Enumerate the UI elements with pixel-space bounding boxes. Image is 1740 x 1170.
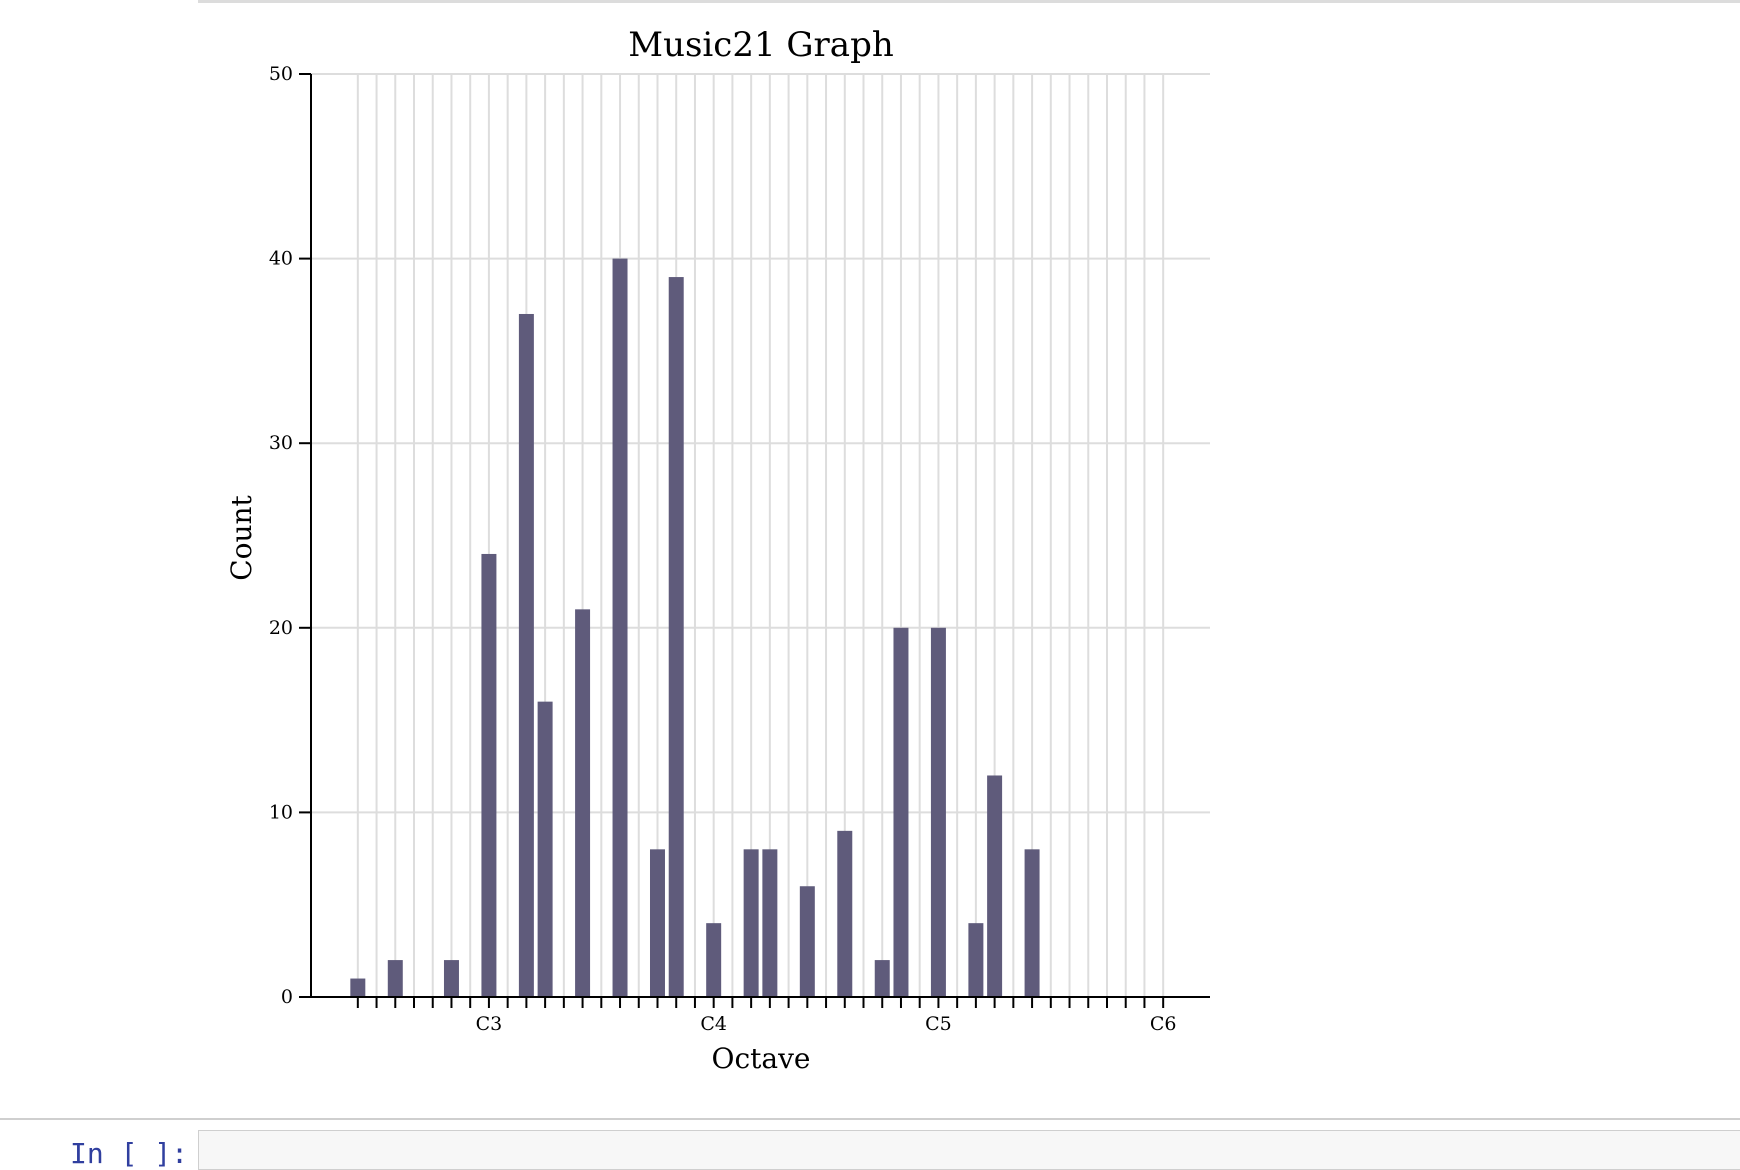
y-axis-label: Count xyxy=(225,494,258,580)
bar xyxy=(387,960,403,997)
music21-bar-chart: 0 10 20 30 40 50 C3 C4 C5 C6 Music21 Graph Octav… xyxy=(225,25,1210,1075)
bar xyxy=(518,313,534,998)
chart-title: Music21 Graph xyxy=(628,25,894,65)
bar xyxy=(968,923,984,997)
bar xyxy=(987,775,1003,997)
bar xyxy=(443,960,459,997)
bar xyxy=(649,849,665,997)
bar xyxy=(612,258,628,998)
y-tick-label: 20 xyxy=(269,617,293,639)
bar xyxy=(874,960,890,997)
bar xyxy=(893,627,909,997)
y-ticks: 0 10 20 30 40 50 xyxy=(269,63,311,1008)
bar xyxy=(930,627,946,997)
bar xyxy=(762,849,778,997)
y-tick-label: 40 xyxy=(269,248,293,270)
bar xyxy=(537,701,553,997)
chart-container: 0 10 20 30 40 50 C3 C4 C5 C6 Music21 Graph Octav… xyxy=(225,25,1210,1075)
y-tick-label: 50 xyxy=(269,63,293,85)
output-top-border xyxy=(198,0,1740,3)
y-tick-label: 0 xyxy=(281,986,293,1008)
x-axis-label: Octave xyxy=(712,1042,811,1075)
input-prompt: In [ ]: xyxy=(70,1137,189,1170)
grid-lines xyxy=(311,73,1210,998)
x-ticks: C3 C4 C5 C6 xyxy=(356,997,1177,1035)
code-input-cell[interactable] xyxy=(198,1130,1740,1170)
y-tick-label: 10 xyxy=(269,801,293,823)
bar xyxy=(350,978,366,997)
bar xyxy=(799,886,815,997)
x-tick-label: C4 xyxy=(700,1013,727,1035)
bar xyxy=(706,923,722,997)
x-tick-label: C3 xyxy=(476,1013,503,1035)
axes xyxy=(310,74,1210,998)
y-tick-label: 30 xyxy=(269,432,293,454)
x-tick-label: C6 xyxy=(1150,1013,1177,1035)
bar xyxy=(668,277,684,997)
bars xyxy=(350,258,1040,998)
bar xyxy=(481,553,497,997)
cell-separator xyxy=(0,1118,1740,1120)
bar xyxy=(1024,849,1040,997)
x-tick-label: C5 xyxy=(925,1013,952,1035)
bar xyxy=(743,849,759,997)
bar xyxy=(837,830,853,997)
bar xyxy=(575,609,591,997)
